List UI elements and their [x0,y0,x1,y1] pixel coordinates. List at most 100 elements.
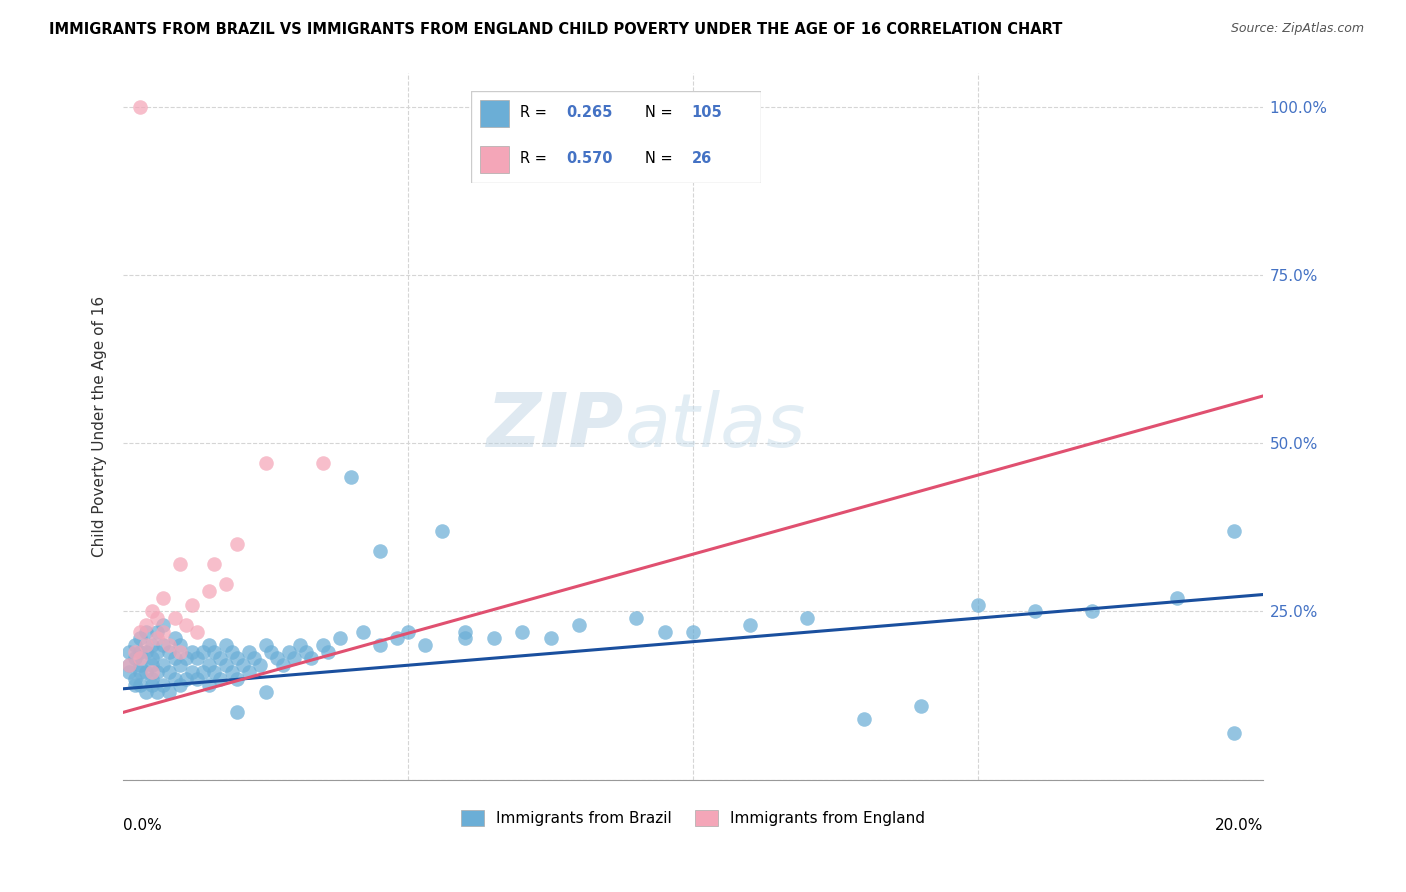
Point [141,672,163,686]
Text: atlas: atlas [624,391,806,462]
Point [197,638,219,652]
Point [146,624,169,639]
Point [540,632,562,646]
Point [738,617,761,632]
Point [152,678,174,692]
Point [238,665,260,679]
Point [204,558,226,572]
Point [215,638,238,652]
Point [129,678,152,692]
Point [124,672,146,686]
Point [129,632,152,646]
Point [124,645,146,659]
Point [221,645,243,659]
Point [312,456,335,470]
Point [146,665,169,679]
Point [432,524,454,538]
Point [129,665,152,679]
Point [118,665,141,679]
Point [129,651,152,665]
Point [243,651,266,665]
Point [266,651,288,665]
Point [624,611,647,625]
Point [174,617,197,632]
Point [135,685,157,699]
Point [146,632,169,646]
Point [204,665,226,679]
Point [260,645,283,659]
Point [654,624,676,639]
Point [163,651,186,665]
Point [249,658,271,673]
Point [682,624,704,639]
Point [152,624,174,639]
Point [852,712,875,726]
Point [146,685,169,699]
Point [152,658,174,673]
Point [174,651,197,665]
Point [124,651,146,665]
Point [118,645,141,659]
Point [329,632,352,646]
Point [129,658,152,673]
Point [146,645,169,659]
Point [152,591,174,605]
Point [454,632,477,646]
Point [1024,604,1046,618]
Point [169,658,191,673]
Point [226,706,249,720]
Point [163,611,186,625]
Text: 20.0%: 20.0% [1215,819,1263,833]
Point [174,672,197,686]
Point [277,645,299,659]
Point [152,638,174,652]
Point [141,658,163,673]
Point [318,645,340,659]
Point [129,645,152,659]
Point [215,658,238,673]
Point [254,638,277,652]
Point [169,678,191,692]
Point [254,456,277,470]
Point [221,665,243,679]
Point [141,678,163,692]
Point [312,638,335,652]
Point [215,577,238,591]
Point [1223,725,1246,739]
Point [340,470,363,484]
Point [283,651,305,665]
Point [1081,604,1104,618]
Legend: Immigrants from Brazil, Immigrants from England: Immigrants from Brazil, Immigrants from … [456,804,931,832]
Point [226,672,249,686]
Point [157,685,180,699]
Point [186,672,208,686]
Point [135,624,157,639]
Point [124,638,146,652]
Point [368,543,391,558]
Point [510,624,533,639]
Point [141,665,163,679]
Point [169,645,191,659]
Point [157,638,180,652]
Point [454,624,477,639]
Point [204,645,226,659]
Point [157,645,180,659]
Point [135,665,157,679]
Point [238,645,260,659]
Point [141,638,163,652]
Point [186,624,208,639]
Point [180,645,202,659]
Point [197,584,219,599]
Point [271,658,294,673]
Point [209,672,232,686]
Point [118,658,141,673]
Point [129,100,152,114]
Y-axis label: Child Poverty Under the Age of 16: Child Poverty Under the Age of 16 [93,296,107,557]
Point [191,645,214,659]
Point [232,658,254,673]
Point [163,672,186,686]
Point [910,698,932,713]
Point [157,665,180,679]
Point [135,638,157,652]
Point [169,638,191,652]
